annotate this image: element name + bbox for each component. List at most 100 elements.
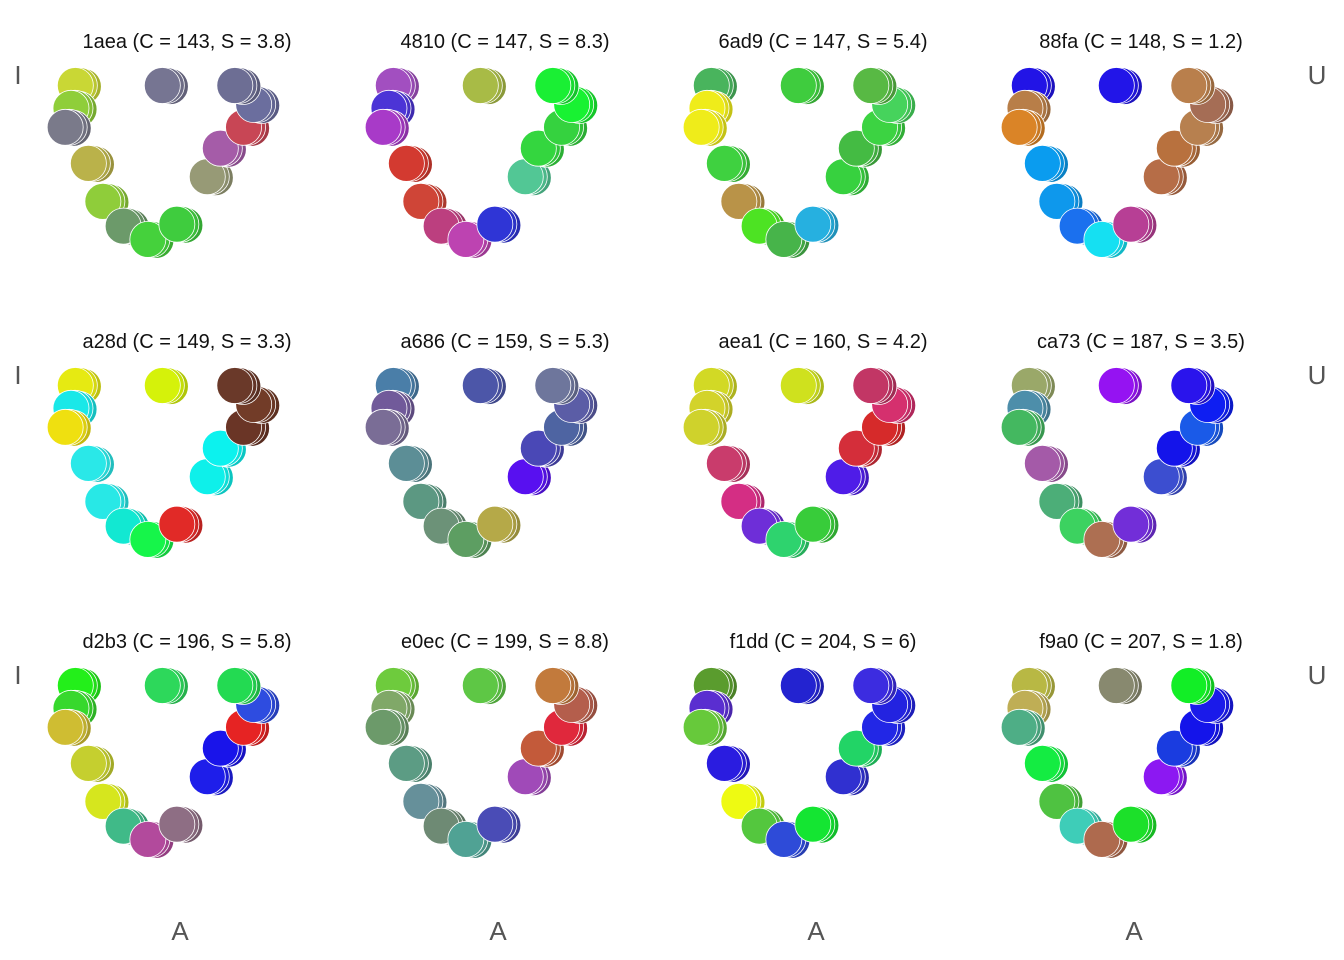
point-marker [837, 729, 875, 767]
vowel-point [1097, 67, 1143, 105]
vowel-point [476, 505, 522, 544]
point-marker [201, 129, 239, 167]
vowel-point [461, 667, 507, 705]
vowel-point [216, 67, 262, 105]
vowel-point [461, 67, 507, 105]
point-marker [46, 408, 84, 446]
panel-3: 6ad9 (C = 147, S = 5.4) [682, 31, 928, 259]
point-marker [779, 367, 817, 404]
vowel-point [682, 708, 728, 747]
point-marker [476, 805, 514, 843]
vowel-label-left: I [14, 360, 21, 390]
vowel-point [824, 458, 870, 497]
point-marker [70, 444, 107, 482]
panel-title: 1aea (C = 143, S = 3.8) [82, 31, 291, 53]
vowel-point [1170, 667, 1216, 705]
point-marker [1097, 667, 1135, 704]
vowel-point [720, 482, 766, 521]
point-marker [216, 667, 254, 704]
vowel-label-right: U [1308, 60, 1327, 90]
panel-title: 4810 (C = 147, S = 8.3) [400, 31, 609, 53]
panel-12: f9a0 (C = 207, S = 1.8) [1000, 631, 1243, 859]
vowel-point [158, 805, 204, 844]
vowel-point [1097, 667, 1143, 705]
vowel-point [1112, 505, 1158, 544]
vowel-point [143, 67, 189, 105]
point-marker [779, 67, 817, 104]
point-marker [216, 67, 254, 104]
point-marker [402, 182, 440, 220]
point-marker [852, 667, 890, 704]
vowel-point [364, 408, 410, 447]
vowel-point [46, 708, 92, 747]
point-marker [387, 144, 425, 182]
point-marker [1155, 129, 1193, 167]
point-marker [447, 521, 485, 558]
panel-title: f1dd (C = 204, S = 6) [730, 631, 917, 653]
vowel-label-right: U [1308, 660, 1327, 690]
panel-4: 88fa (C = 148, S = 1.2) [1000, 31, 1243, 259]
vowel-point [1000, 408, 1046, 447]
point-marker [1112, 805, 1150, 843]
point-marker [402, 482, 440, 520]
point-marker [1000, 108, 1038, 146]
point-marker [534, 67, 572, 104]
point-marker [447, 220, 485, 258]
point-marker [852, 367, 890, 404]
point-marker [447, 821, 485, 858]
vowel-point [1112, 805, 1158, 844]
vowel-point [1112, 205, 1158, 244]
vowel-point [519, 129, 565, 168]
vowel-label-right: U [1308, 360, 1327, 390]
vowel-point [519, 429, 565, 468]
vowel-point [1142, 158, 1188, 197]
vowel-point [143, 367, 189, 405]
point-marker [201, 729, 239, 767]
point-marker [1000, 408, 1038, 446]
point-marker [794, 205, 832, 243]
vowel-point [706, 144, 751, 183]
vowel-point [188, 158, 234, 197]
vowel-point [387, 144, 433, 183]
point-marker [84, 783, 122, 820]
point-marker [1170, 67, 1208, 104]
point-marker [1038, 182, 1076, 220]
point-marker [779, 667, 817, 704]
point-marker [364, 708, 402, 746]
point-marker [1097, 367, 1135, 404]
point-marker [765, 521, 803, 558]
point-marker [706, 144, 743, 182]
point-marker [519, 729, 557, 767]
point-marker [1000, 708, 1038, 746]
point-marker [158, 505, 196, 543]
vowel-point [70, 144, 115, 183]
panel-8: ca73 (C = 187, S = 3.5) [1000, 331, 1245, 559]
vowel-label-left: I [14, 660, 21, 690]
point-marker [1097, 67, 1135, 104]
vowel-point [506, 758, 552, 797]
vowel-point [706, 444, 751, 483]
point-marker [84, 182, 122, 220]
vowel-point [461, 367, 507, 405]
panel-5: a28d (C = 149, S = 3.3) [46, 331, 292, 559]
vowel-point [235, 686, 281, 724]
point-marker [476, 505, 514, 543]
point-marker [519, 429, 557, 467]
panel-11: f1dd (C = 204, S = 6) [682, 631, 917, 859]
vowel-point [1142, 458, 1188, 497]
vowel-point [364, 108, 410, 147]
vowel-point [1170, 367, 1216, 405]
point-marker [1155, 729, 1193, 767]
point-marker [1024, 144, 1061, 182]
point-marker [216, 367, 254, 404]
vowel-point [387, 745, 433, 783]
vowel-point [1000, 108, 1046, 147]
point-marker [837, 129, 875, 167]
point-marker [46, 108, 84, 146]
vowel-point [46, 108, 92, 147]
point-marker [1024, 444, 1061, 482]
point-marker [158, 205, 196, 243]
vowel-point [794, 805, 840, 844]
point-marker [476, 205, 514, 243]
